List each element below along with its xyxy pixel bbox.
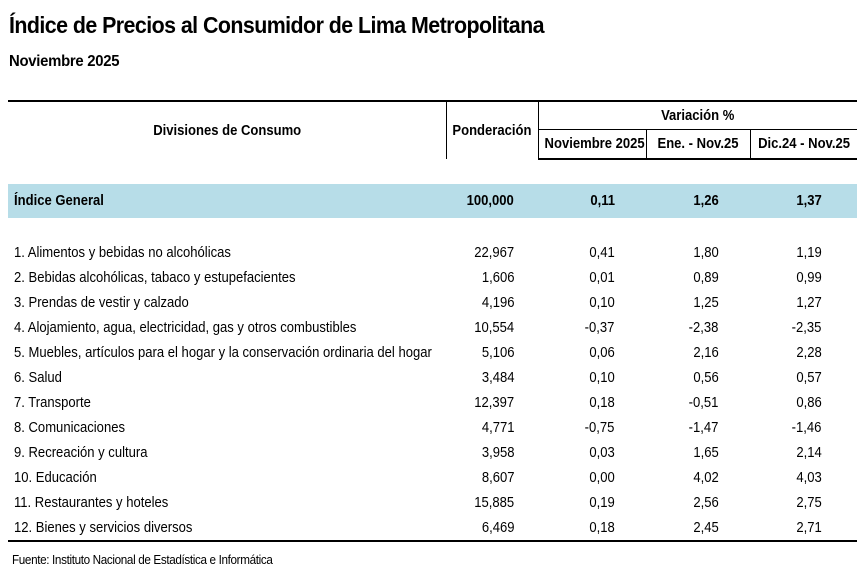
general-index-row: Índice General 100,000 0,11 1,26 1,37 xyxy=(8,184,858,218)
row-ytd: 2,56 xyxy=(693,494,719,511)
row-name: 5. Muebles, artículos para el hogar y la… xyxy=(14,344,432,361)
header-12m: Dic.24 - Nov.25 xyxy=(749,129,858,160)
row-month: 0,03 xyxy=(589,444,615,461)
row-name: 8. Comunicaciones xyxy=(14,419,125,436)
header-divisions: Divisiones de Consumo xyxy=(8,100,446,159)
general-12m: 1,37 xyxy=(750,184,858,218)
row-weight: 3,958 xyxy=(481,444,515,461)
table-row: 6. Salud 3,484 0,10 0,56 0,57 xyxy=(8,365,857,390)
row-ytd: 1,25 xyxy=(693,294,719,311)
row-weight: 3,484 xyxy=(481,369,515,386)
header-weight: Ponderación xyxy=(445,100,539,159)
row-month: 0,19 xyxy=(589,494,615,511)
table-row: 10. Educación 8,607 0,00 4,02 4,03 xyxy=(8,465,857,490)
row-ytd: 2,16 xyxy=(693,344,719,361)
cpi-table: Divisiones de Consumo Ponderación Variac… xyxy=(8,100,858,542)
row-weight: 15,885 xyxy=(473,494,514,511)
row-ytd: 1,80 xyxy=(693,244,719,261)
row-12m: 0,57 xyxy=(796,369,822,386)
row-name: 1. Alimentos y bebidas no alcohólicas xyxy=(14,244,231,261)
page-subtitle: Noviembre 2025 xyxy=(9,53,120,70)
row-ytd: -1,47 xyxy=(688,419,719,436)
row-name: 3. Prendas de vestir y calzado xyxy=(14,294,189,311)
header-ytd: Ene. - Nov.25 xyxy=(645,129,750,160)
row-12m: 2,75 xyxy=(796,494,822,511)
table-row: 8. Comunicaciones 4,771 -0,75 -1,47 -1,46 xyxy=(8,415,857,440)
source-note: Fuente: Instituto Nacional de Estadístic… xyxy=(12,552,273,567)
row-12m: 0,99 xyxy=(796,269,822,286)
row-month: -0,37 xyxy=(584,319,615,336)
row-12m: 1,27 xyxy=(796,294,822,311)
row-month: -0,75 xyxy=(584,419,615,436)
row-month: 0,10 xyxy=(589,369,615,386)
row-name: 2. Bebidas alcohólicas, tabaco y estupef… xyxy=(14,269,296,286)
row-weight: 4,196 xyxy=(481,294,515,311)
general-weight: 100,000 xyxy=(446,184,538,218)
row-12m: -1,46 xyxy=(791,419,822,436)
general-name: Índice General xyxy=(8,184,446,218)
row-weight: 5,106 xyxy=(481,344,515,361)
row-month: 0,06 xyxy=(589,344,615,361)
row-ytd: 4,02 xyxy=(693,469,719,486)
row-name: 6. Salud xyxy=(14,369,62,386)
row-month: 0,18 xyxy=(538,515,646,542)
row-month: 0,01 xyxy=(589,269,615,286)
page-title: Índice de Precios al Consumidor de Lima … xyxy=(9,12,545,38)
row-weight: 8,607 xyxy=(481,469,515,486)
general-ytd: 1,26 xyxy=(646,184,750,218)
row-name: 7. Transporte xyxy=(14,394,91,411)
row-month: 0,00 xyxy=(589,469,615,486)
table-row: 4. Alojamiento, agua, electricidad, gas … xyxy=(8,315,857,340)
row-name: 10. Educación xyxy=(14,469,97,486)
row-weight: 6,469 xyxy=(446,515,538,542)
row-ytd: 2,45 xyxy=(646,515,750,542)
row-weight: 1,606 xyxy=(481,269,515,286)
row-ytd: -2,38 xyxy=(688,319,719,336)
row-12m: 2,71 xyxy=(750,515,858,542)
row-month: 0,41 xyxy=(589,244,615,261)
row-name: 9. Recreación y cultura xyxy=(14,444,148,461)
general-month: 0,11 xyxy=(538,184,646,218)
row-12m: 2,28 xyxy=(796,344,822,361)
row-ytd: 1,65 xyxy=(693,444,719,461)
table-row: 9. Recreación y cultura 3,958 0,03 1,65 2,14 xyxy=(8,440,857,465)
row-month: 0,18 xyxy=(589,394,615,411)
header-variation: Variación % xyxy=(538,100,858,130)
row-weight: 22,967 xyxy=(473,244,514,261)
header-month: Noviembre 2025 xyxy=(538,129,646,160)
row-weight: 10,554 xyxy=(473,319,514,336)
table-row: 3. Prendas de vestir y calzado 4,196 0,10 1… xyxy=(8,290,857,315)
row-12m: 1,19 xyxy=(796,244,822,261)
table-row: 1. Alimentos y bebidas no alcohólicas 22,… xyxy=(8,240,857,265)
row-month: 0,10 xyxy=(589,294,615,311)
row-weight: 12,397 xyxy=(473,394,514,411)
row-12m: 2,14 xyxy=(796,444,822,461)
row-ytd: 0,56 xyxy=(693,369,719,386)
row-ytd: -0,51 xyxy=(688,394,719,411)
row-12m: 0,86 xyxy=(796,394,822,411)
row-ytd: 0,89 xyxy=(693,269,719,286)
table-row: 11. Restaurantes y hoteles 15,885 0,19 2,56… xyxy=(8,490,857,515)
table-row: 5. Muebles, artículos para el hogar y la… xyxy=(8,340,857,365)
row-name: 11. Restaurantes y hoteles xyxy=(14,494,169,511)
table-row: 7. Transporte 12,397 0,18 -0,51 0,86 xyxy=(8,390,857,415)
row-name: 4. Alojamiento, agua, electricidad, gas … xyxy=(14,319,357,336)
table-row: 12. Bienes y servicios diversos 6,469 0,18… xyxy=(8,515,858,542)
row-12m: 4,03 xyxy=(796,469,822,486)
row-weight: 4,771 xyxy=(481,419,515,436)
row-name: 12. Bienes y servicios diversos xyxy=(8,515,446,542)
row-12m: -2,35 xyxy=(791,319,822,336)
table-row: 2. Bebidas alcohólicas, tabaco y estupef… xyxy=(8,265,857,290)
